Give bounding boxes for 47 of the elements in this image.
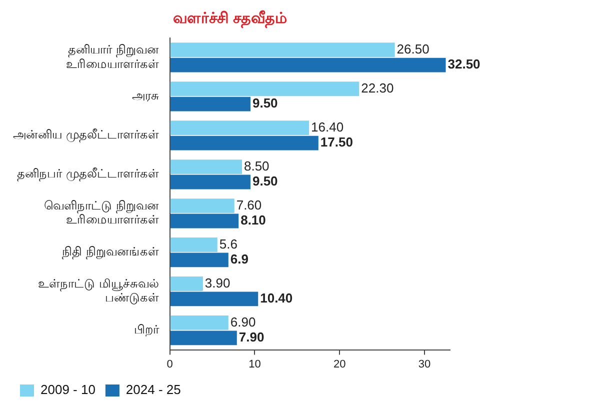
y-tick-label: அன்னிய முதலீட்டாளர்கள் (12, 128, 159, 143)
bar (170, 330, 237, 346)
legend-label: 2009 - 10 (40, 382, 96, 398)
bar (170, 252, 228, 268)
data-label: 6.9 (230, 252, 248, 267)
bar (170, 292, 258, 306)
bar (170, 198, 234, 214)
data-label: 3.90 (204, 275, 230, 290)
bar (170, 214, 239, 228)
y-tick-label: உள்நாட்டு மியூச்சுவல் பண்டுகள் (38, 276, 159, 305)
y-tick-label: பிறர் (134, 322, 160, 336)
y-tick-label: நிதி நிறுவனங்கள் (62, 244, 159, 260)
bar (170, 160, 242, 174)
legend-label: 2024 - 25 (126, 382, 181, 398)
x-tick-label: 0 (166, 358, 173, 370)
y-tick-label: தனியார் நிறுவன உரிமையாளர்கள் (66, 42, 159, 71)
bar (170, 96, 250, 112)
bar (170, 315, 228, 330)
x-tick-label: 30 (418, 358, 431, 370)
data-label: 10.40 (260, 290, 293, 306)
bar (170, 42, 395, 58)
bar (170, 120, 310, 136)
y-tick-label: தனிநபர் முதலீட்டாளர்கள் (16, 166, 159, 182)
bar (170, 238, 218, 252)
data-label: 26.50 (396, 41, 430, 56)
data-label: 7.90 (238, 329, 264, 344)
data-label: 17.50 (320, 134, 353, 150)
bar (170, 174, 250, 190)
bar (170, 136, 318, 150)
data-label: 32.50 (448, 56, 480, 72)
y-tick-label: அரசு (132, 88, 159, 103)
x-tick-label: 10 (248, 358, 261, 370)
data-label: 6.90 (230, 314, 256, 330)
y-tick-label: வெளிநாட்டு நிறுவன உரிமையாளர்கள் (44, 198, 159, 227)
data-label: 9.50 (252, 96, 278, 111)
data-label: 8.10 (240, 212, 266, 228)
bar (170, 58, 446, 72)
data-label: 8.50 (244, 158, 270, 174)
data-label: 5.6 (219, 236, 238, 252)
data-label: 16.40 (311, 119, 344, 134)
bar (170, 276, 203, 291)
chart-title: வளர்ச்சி சதவீதம் (172, 10, 288, 28)
data-label: 7.60 (236, 197, 262, 212)
data-label: 22.30 (361, 80, 394, 96)
data-label: 9.50 (252, 174, 278, 189)
bar (170, 82, 360, 96)
x-tick-label: 20 (334, 358, 346, 370)
